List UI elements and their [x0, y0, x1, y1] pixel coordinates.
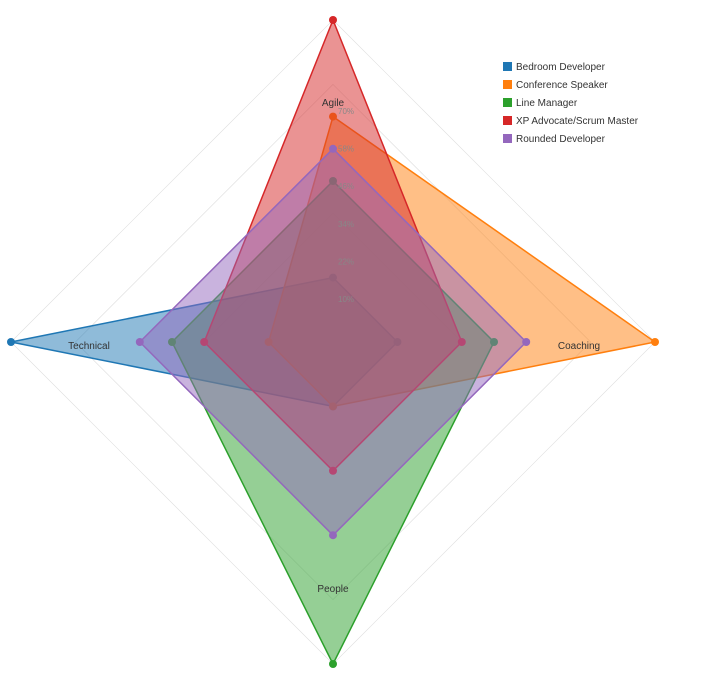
data-point[interactable] [329, 144, 337, 153]
data-point[interactable] [329, 660, 337, 668]
series-4 [135, 144, 531, 540]
legend-swatch [503, 116, 512, 125]
tick-label: 10% [338, 295, 354, 304]
tick-label: 22% [338, 257, 354, 266]
data-point[interactable] [329, 531, 337, 540]
axis-label: Technical [68, 341, 110, 352]
data-point[interactable] [7, 338, 15, 346]
legend-swatch [503, 80, 512, 89]
legend-label: XP Advocate/Scrum Master [516, 116, 639, 127]
legend-label: Bedroom Developer [516, 62, 606, 73]
data-point[interactable] [329, 16, 337, 24]
legend-swatch [503, 98, 512, 107]
tick-label: 34% [338, 220, 354, 229]
legend-item[interactable]: Conference Speaker [503, 80, 608, 91]
series-area [139, 148, 527, 536]
axis-label: Coaching [558, 341, 600, 352]
tick-label: 58% [338, 145, 354, 154]
radar-series [7, 16, 659, 668]
legend-swatch [503, 62, 512, 71]
legend-label: Line Manager [516, 98, 578, 109]
legend: Bedroom Developer Conference Speaker Line … [503, 62, 639, 145]
axis-label: Agile [322, 98, 345, 109]
tick-labels: 10% 22% 34% 46% 58% 70% [338, 107, 354, 304]
legend-item[interactable]: Rounded Developer [503, 134, 606, 145]
data-point[interactable] [135, 338, 144, 346]
axis-label: People [317, 584, 349, 595]
tick-label: 70% [338, 107, 354, 116]
legend-swatch [503, 134, 512, 143]
legend-label: Rounded Developer [516, 134, 606, 145]
axis-labels: Agile Coaching People Technical [68, 98, 600, 595]
legend-item[interactable]: XP Advocate/Scrum Master [503, 116, 639, 127]
legend-item[interactable]: Line Manager [503, 98, 578, 109]
data-point[interactable] [522, 338, 531, 346]
legend-label: Conference Speaker [516, 80, 608, 91]
legend-item[interactable]: Bedroom Developer [503, 62, 606, 73]
tick-label: 46% [338, 182, 354, 191]
data-point[interactable] [651, 338, 659, 346]
